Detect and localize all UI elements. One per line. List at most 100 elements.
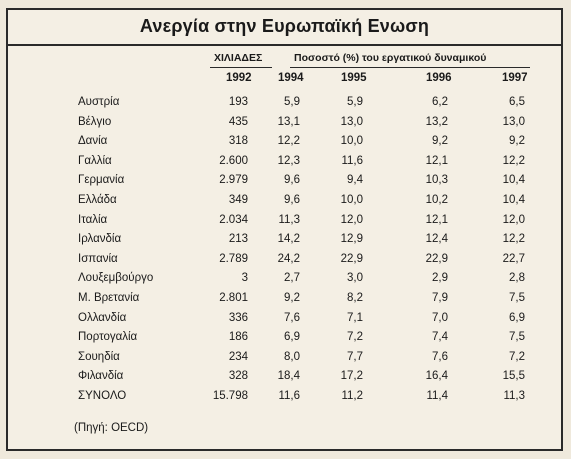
table-frame: Ανεργία στην Ευρωπαϊκή Ενωση ΧΙΛΙΑΔΕΣ Πο…	[6, 8, 563, 451]
rate-value: 13,2	[425, 115, 448, 128]
table-row: Ιταλία 2.034 11,3 12,0 12,1 12,0	[8, 211, 561, 229]
country-name: Πορτογαλία	[78, 331, 138, 344]
rate-value: 9,6	[284, 174, 300, 187]
table-row: Φιλανδία 328 18,4 17,2 16,4 15,5	[8, 367, 561, 385]
rate-value: 6,5	[509, 96, 525, 108]
table-row: Ελλάδα 349 9,6 10,0 10,2 10,4	[8, 191, 561, 209]
rate-value: 7,4	[432, 331, 448, 344]
rate-value: 5,9	[347, 96, 363, 108]
thousands-value: 193	[228, 96, 248, 108]
country-name: Ιρλανδία	[78, 233, 122, 246]
country-name: Βέλγιο	[78, 115, 112, 128]
rate-value: 13,0	[340, 115, 363, 128]
country-name: Γαλλία	[78, 154, 112, 167]
thousands-underline	[210, 67, 272, 68]
rate-value: 16,4	[425, 370, 448, 383]
rate-value: 10,0	[340, 135, 363, 148]
rate-value: 7,5	[509, 292, 525, 304]
rate-value: 22,9	[340, 252, 363, 265]
rate-value: 12,2	[277, 135, 300, 148]
year-header-1995: 1995	[341, 72, 367, 84]
rate-value: 12,1	[425, 154, 448, 167]
country-name: ΣΥΝΟΛΟ	[78, 390, 127, 402]
rate-value: 2,8	[509, 272, 525, 285]
rate-value: 7,0	[432, 311, 448, 324]
thousands-value: 318	[228, 135, 248, 148]
thousands-value: 3	[241, 272, 248, 285]
country-name: Μ. Βρετανία	[78, 292, 140, 304]
table-title: Ανεργία στην Ευρωπαϊκή Ενωση	[139, 16, 430, 36]
rate-value: 10,4	[502, 174, 525, 187]
thousands-value: 328	[228, 370, 248, 383]
rate-value: 7,7	[347, 350, 363, 363]
rate-value: 11,6	[341, 154, 363, 167]
thousands-value: 349	[228, 194, 248, 206]
thousands-value: 234	[228, 350, 248, 363]
rate-value: 8,0	[284, 350, 300, 363]
rate-value: 8,2	[347, 292, 363, 304]
rate-value: 22,9	[425, 252, 448, 265]
rate-value: 9,4	[347, 174, 363, 187]
thousands-value: 435	[228, 115, 248, 128]
table-row: Ισπανία 2.789 24,2 22,9 22,9 22,7	[8, 250, 561, 268]
country-name: Δανία	[78, 135, 108, 148]
country-name: Αυστρία	[78, 96, 120, 108]
rate-value: 13,1	[277, 115, 300, 128]
rate-value: 17,2	[340, 370, 363, 383]
rate-value: 7,2	[347, 331, 363, 344]
rate-value: 14,2	[277, 233, 300, 246]
rate-value: 5,9	[284, 96, 300, 108]
table-row: Ολλανδία 336 7,6 7,1 7,0 6,9	[8, 309, 561, 327]
thousands-value: 2.979	[219, 174, 248, 187]
thousands-value: 213	[228, 233, 248, 246]
country-name: Ιταλία	[78, 213, 108, 226]
thousands-value: 15.798	[212, 390, 248, 402]
rate-value: 9,2	[284, 292, 300, 304]
rate-value: 7,2	[509, 350, 525, 363]
year-header-1996: 1996	[426, 72, 452, 84]
rate-value: 9,2	[509, 135, 525, 148]
title-band: Ανεργία στην Ευρωπαϊκή Ενωση	[8, 10, 561, 46]
rate-value: 9,2	[432, 135, 448, 148]
rate-value: 6,2	[432, 96, 448, 108]
table-row: Ιρλανδία 213 14,2 12,9 12,4 12,2	[8, 230, 561, 248]
source-note: (Πηγή: OECD)	[74, 422, 149, 434]
rate-value: 10,0	[340, 194, 363, 206]
rate-value: 12,9	[340, 233, 363, 246]
rate-value: 12,0	[502, 213, 525, 226]
rate-value: 13,0	[502, 115, 525, 128]
year-header-1997: 1997	[502, 72, 528, 84]
rate-value: 18,4	[277, 370, 300, 383]
country-name: Σουηδία	[78, 350, 120, 363]
country-name: Ολλανδία	[78, 311, 127, 324]
rate-value: 6,9	[509, 311, 525, 324]
thousands-header: ΧΙΛΙΑΔΕΣ	[214, 52, 263, 64]
rate-value: 15,5	[502, 370, 525, 383]
table-row: Αυστρία 193 5,9 5,9 6,2 6,5	[8, 93, 561, 111]
rate-value: 7,6	[284, 311, 300, 324]
rate-value: 9,6	[284, 194, 300, 206]
table-row: Μ. Βρετανία 2.801 9,2 8,2 7,9 7,5	[8, 289, 561, 307]
rate-value: 7,9	[432, 292, 448, 304]
rate-value: 6,9	[284, 331, 300, 344]
thousands-value: 2.801	[219, 292, 248, 304]
rate-value: 12,4	[425, 233, 448, 246]
thousands-value: 186	[228, 331, 248, 344]
rate-value: 12,3	[277, 154, 300, 167]
rate-value: 2,7	[284, 272, 300, 285]
thousands-value: 336	[228, 311, 248, 324]
country-name: Λουξεμβούργο	[78, 272, 154, 285]
rate-value: 10,4	[502, 194, 525, 206]
rate-value: 12,2	[502, 154, 525, 167]
rate-value: 3,0	[347, 272, 363, 285]
table-row: Λουξεμβούργο 3 2,7 3,0 2,9 2,8	[8, 269, 561, 287]
rate-value: 12,1	[425, 213, 448, 226]
rate-value: 7,6	[432, 350, 448, 363]
rate-value: 12,2	[502, 233, 525, 246]
country-name: Φιλανδία	[78, 370, 124, 383]
percent-header: Ποσοστό (%) του εργατικού δυναμικού	[294, 52, 487, 64]
thousands-value: 2.034	[219, 213, 248, 226]
rate-value: 11,4	[426, 390, 448, 402]
thousands-value: 2.600	[219, 154, 248, 167]
percent-underline	[290, 67, 530, 68]
